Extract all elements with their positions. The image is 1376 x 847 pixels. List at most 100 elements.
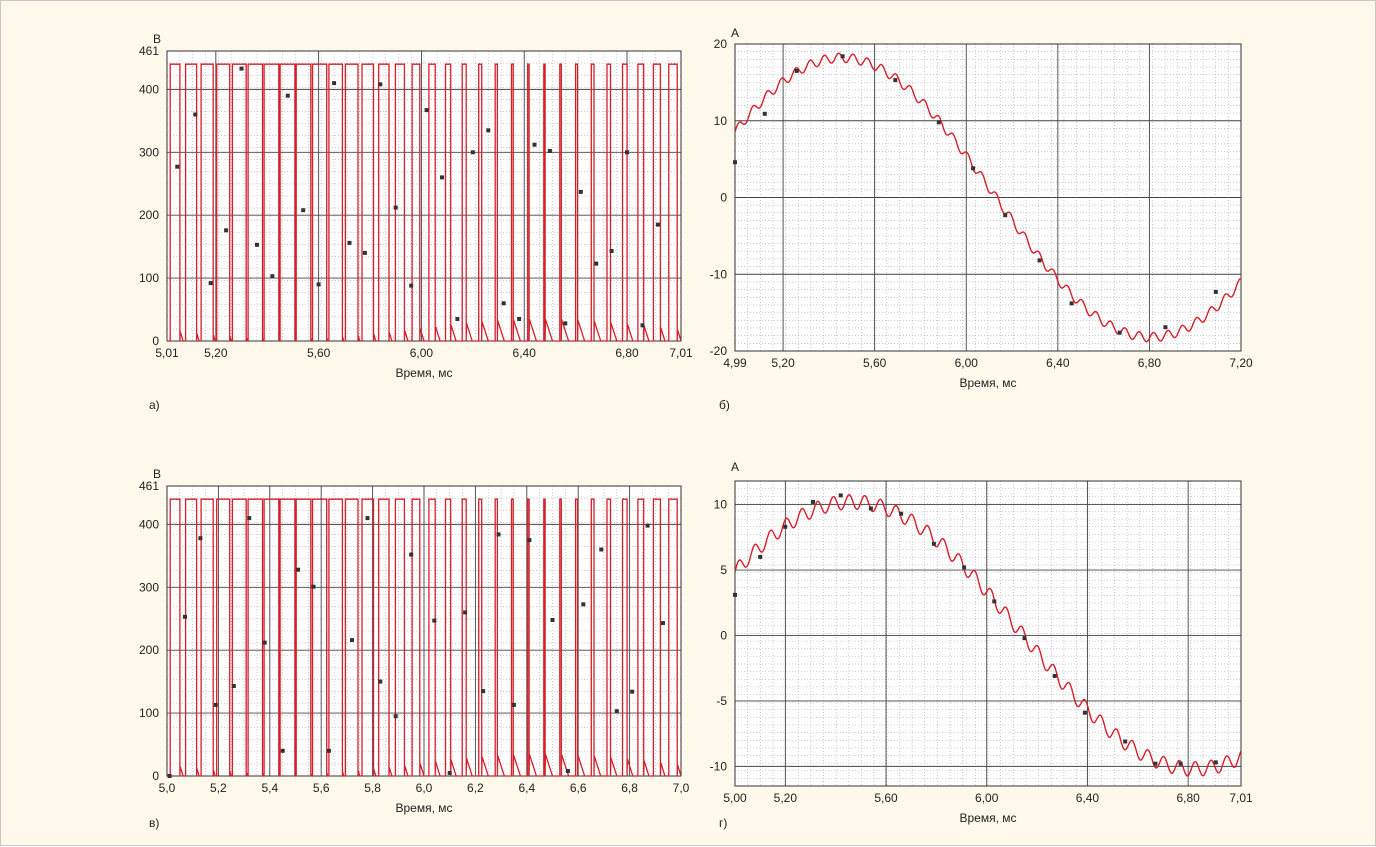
sample-marker [486,128,491,133]
chart-b: 4,99 5,20 5,60 6,00 6,40 6,80 7,20 -20 -10 0 10 20А… [710,26,1253,412]
sample-marker [481,689,486,694]
unit-label: А [731,460,739,474]
y-tick-label: 10 [714,498,728,512]
sample-marker [347,240,352,245]
y-tick-label: 300 [139,145,159,159]
sample-marker [868,506,873,511]
sample-marker [440,175,444,180]
sample-marker [511,702,516,707]
sample-marker [1213,760,1218,765]
sample-marker [1069,301,1074,306]
x-tick-label: 7,01 [669,346,693,360]
x-tick-label: 6,6 [570,781,587,795]
y-tick-label: -20 [710,344,728,358]
panel-label: б) [719,398,730,412]
x-tick-label: 5,20 [771,356,795,370]
sample-marker [280,748,285,753]
sample-marker [326,748,331,753]
sample-marker [840,54,845,59]
sample-marker [424,108,429,113]
voltage-trace [167,63,681,342]
sample-marker [447,770,452,775]
sample-marker [893,78,898,83]
sample-marker [931,541,936,546]
unit-label: А [731,26,739,40]
sample-marker [532,142,537,147]
sample-marker [783,524,788,529]
sample-marker [645,523,650,528]
sample-marker [1213,289,1218,294]
x-tick-label: 5,0 [159,781,176,795]
sample-marker [301,208,306,213]
y-tick-label: 200 [139,208,159,222]
current-trace [735,52,1241,343]
chart-g: 5,00 5,20 5,60 6,00 6,40 6,80 7,01 -10 -5 0 5 10 А Вр… [710,460,1253,830]
y-tick-label: 0 [152,334,159,348]
sample-marker [794,68,799,73]
sample-marker [393,205,398,210]
y-tick-label: 400 [139,82,159,96]
sample-marker [409,552,414,557]
x-tick-label: 6,40 [1046,356,1070,370]
y-tick-label: 100 [139,706,159,720]
sample-marker [758,554,763,559]
sample-marker [365,516,370,521]
sample-marker [247,516,252,521]
x-tick-label: 5,60 [874,791,898,805]
sample-marker [224,228,229,233]
sample-marker [198,536,203,541]
sample-marker [838,493,843,498]
y-tick-label: 0 [720,191,727,205]
sample-marker [316,282,321,287]
x-tick-label: 5,01 [155,346,179,360]
sample-marker [578,189,583,194]
x-tick-label: 6,0 [416,781,433,795]
sample-marker [362,250,367,255]
sample-marker [733,592,737,597]
x-axis-title: Время, мс [959,811,1016,825]
sample-marker [332,81,337,86]
sample-marker [992,599,997,604]
sample-marker [432,618,437,623]
sample-marker [167,774,172,778]
sample-marker [609,249,614,253]
sample-marker [496,532,501,537]
sample-marker [262,640,267,645]
sample-marker [270,274,275,279]
sample-marker [630,689,635,694]
sample-marker [594,261,599,266]
panel-label: в) [149,816,159,830]
sample-marker [239,66,244,71]
sample-marker [501,301,506,306]
x-tick-label: 7,20 [1229,356,1253,370]
sample-marker [1022,636,1027,641]
chart-v: 5,0 5,2 5,4 5,6 5,8 6,0 6,2 6,4 6,6 6,8 7,0 0 100 200… [139,467,690,830]
chart-a: 5,01 5,20 5,60 6,00 6,40 6,80 7,01 0 100 200 300 40… [139,32,693,412]
x-tick-label: 6,80 [615,346,639,360]
sample-marker [517,317,522,321]
x-tick-label: 5,4 [261,781,278,795]
unit-label: В [153,467,161,481]
y-tick-label: 5 [720,563,727,577]
x-tick-label: 5,2 [210,781,227,795]
x-tick-label: 7,01 [1229,791,1253,805]
minor-grid [735,44,1241,351]
x-tick-label: 6,40 [1076,791,1100,805]
x-tick-label: 5,20 [204,346,228,360]
sample-marker [231,684,236,688]
x-tick-label: 6,00 [975,791,999,805]
sample-marker [193,112,198,117]
x-axis-title: Время, мс [395,366,452,380]
voltage-trace [167,498,681,777]
y-tick-label: -10 [710,759,728,773]
sample-marker [1052,674,1057,678]
sample-marker [971,166,976,171]
sample-marker [311,584,316,589]
sample-marker [581,602,586,607]
sample-marker [614,709,619,714]
y-tick-label: 100 [139,271,159,285]
sample-marker [213,702,218,707]
x-tick-label: 5,60 [307,346,331,360]
sample-marker [811,499,815,504]
